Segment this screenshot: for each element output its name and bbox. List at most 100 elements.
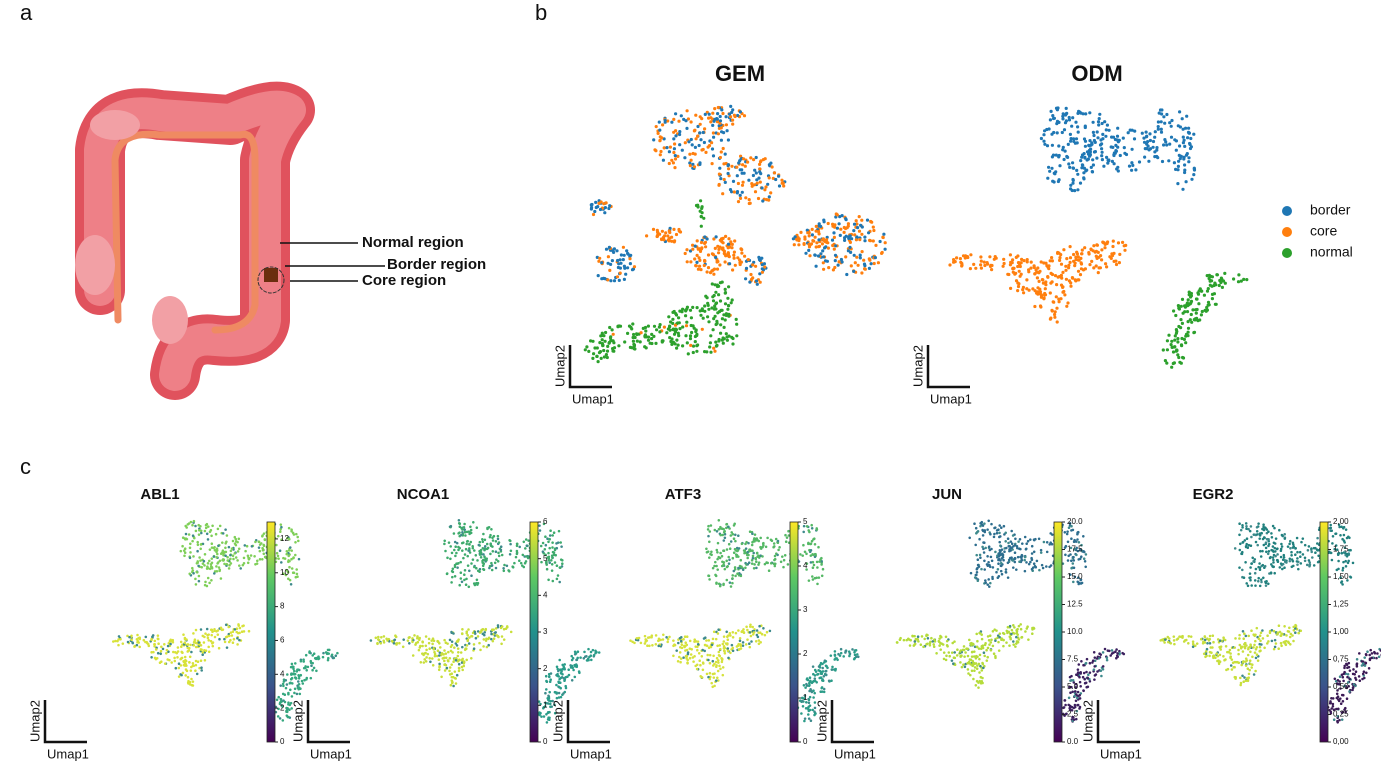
umap-point [823,246,827,250]
umap-point [435,654,439,658]
umap-point [716,644,719,648]
umap-point [548,546,551,550]
umap-point [857,655,860,659]
umap-point [615,275,620,279]
umap-point [998,635,1001,639]
umap-point [274,557,278,560]
umap-point [1076,111,1080,115]
umap-point [475,566,478,570]
umap-point [216,633,220,636]
umap-point [808,530,811,534]
umap-point [685,341,689,345]
umap-point [723,291,727,295]
umap-point [1078,707,1081,710]
umap-point [489,543,492,546]
umap-point [546,711,550,714]
umap-point [670,239,674,243]
umap-point [1174,139,1178,143]
umap-point [192,632,195,635]
umap-point [990,268,994,272]
umap-point [548,675,551,678]
umap-point [654,341,658,345]
umap-point [1102,164,1106,168]
umap-point [1316,536,1319,540]
umap-point [700,206,704,210]
umap-point [1083,550,1086,554]
umap-point [1116,145,1120,149]
umap-point [1005,546,1008,550]
umap-point [194,659,198,663]
umap-point [975,645,979,649]
umap-point [447,541,451,544]
umap-point [725,338,730,342]
umap-point [1025,258,1029,262]
umap-point [545,688,548,691]
umap-point [985,648,988,652]
umap-point [665,146,669,150]
umap-point [716,311,720,315]
umap-point [1000,526,1003,529]
umap-point [205,522,209,526]
umap-point [626,331,630,335]
umap-point [992,535,996,539]
umap-point [1002,524,1006,528]
umap-point [727,656,730,660]
umap-point [998,540,1001,544]
umap-point [1184,126,1188,130]
umap-point [740,542,744,546]
umap-point [290,707,293,710]
umap-point [974,266,978,270]
umap-point [1078,181,1083,185]
umap-point [680,148,684,152]
umap-point [279,698,283,701]
umap-point [626,252,630,256]
umap-point [425,648,428,652]
umap-point [1162,115,1166,119]
umap-point [667,150,672,154]
umap-point [280,525,283,529]
umap-point [776,539,780,543]
umap-point [1062,157,1066,162]
umap-point [727,167,731,171]
umap-point [715,284,720,289]
umap-point [809,549,813,552]
umap-point [1047,165,1051,169]
umap-point [1071,161,1075,165]
umap-point [185,669,189,673]
umap-point [721,673,725,677]
umap-point [1013,272,1017,276]
umap-point [1008,263,1013,267]
umap-point [1073,694,1076,698]
umap-point [199,559,202,562]
umap-point [607,245,612,249]
umap-point [585,655,588,658]
umap-point [1170,345,1174,349]
umap-point [782,184,786,188]
umap-point [968,536,971,540]
annotation: Normal region [362,234,464,251]
umap-point [855,235,859,239]
umap-point [750,184,754,188]
umap-point [983,559,986,563]
umap-point [163,643,166,646]
colorbar-tick-label: 10.0 [1067,627,1083,636]
umap-point [206,636,210,640]
umap-point [668,145,673,149]
umap-point [145,640,148,644]
umap-point [1025,260,1029,264]
umap-point [1016,555,1020,559]
umap-point [455,541,459,545]
umap-point [833,650,837,653]
umap-point [496,624,500,627]
umap-point [715,656,719,660]
umap-point [450,679,454,682]
umap-point [1267,550,1271,553]
umap-point [227,545,231,549]
umap-point [497,551,500,555]
umap-point [444,652,448,655]
colorbar-tick-label: 2 [803,649,808,658]
umap-point [1085,168,1089,172]
umap-point [853,261,857,265]
umap-point [745,553,749,557]
umap-point [715,120,720,124]
